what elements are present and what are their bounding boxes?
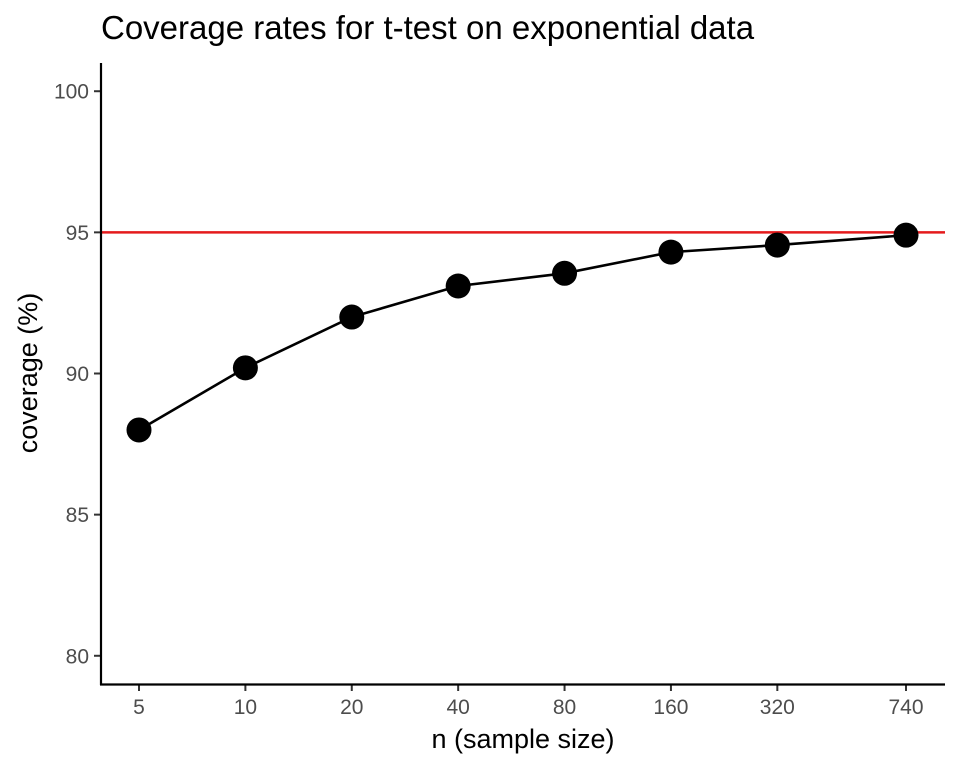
x-tick-label: 40 <box>446 696 469 719</box>
x-axis-ticks: 5 10 20 40 80 160 320 740 <box>133 684 924 719</box>
y-axis-title: coverage (%) <box>13 293 43 454</box>
series-line <box>138 233 907 432</box>
data-point <box>552 260 578 286</box>
x-tick-label: 80 <box>553 696 576 719</box>
y-axis-ticks: 80 85 90 95 100 <box>54 81 101 668</box>
x-tick-label: 10 <box>234 696 257 719</box>
y-tick-label: 95 <box>66 222 89 245</box>
x-tick-label: 5 <box>133 696 145 719</box>
y-tick-label: 80 <box>66 645 89 668</box>
y-tick-label: 90 <box>66 363 89 386</box>
y-tick-label: 85 <box>66 504 89 527</box>
data-point <box>893 222 919 248</box>
data-point <box>232 355 258 381</box>
data-points <box>126 222 919 443</box>
x-tick-label: 20 <box>340 696 363 719</box>
data-point <box>126 417 152 443</box>
y-tick-label: 100 <box>54 81 89 104</box>
x-axis-title: n (sample size) <box>431 724 614 754</box>
data-point <box>339 304 365 330</box>
x-tick-label: 320 <box>760 696 795 719</box>
x-tick-label: 160 <box>653 696 688 719</box>
chart-title: Coverage rates for t-test on exponential… <box>101 9 755 46</box>
data-point <box>658 239 684 265</box>
data-point <box>764 232 790 258</box>
x-tick-label: 740 <box>888 696 923 719</box>
data-point <box>445 273 471 299</box>
